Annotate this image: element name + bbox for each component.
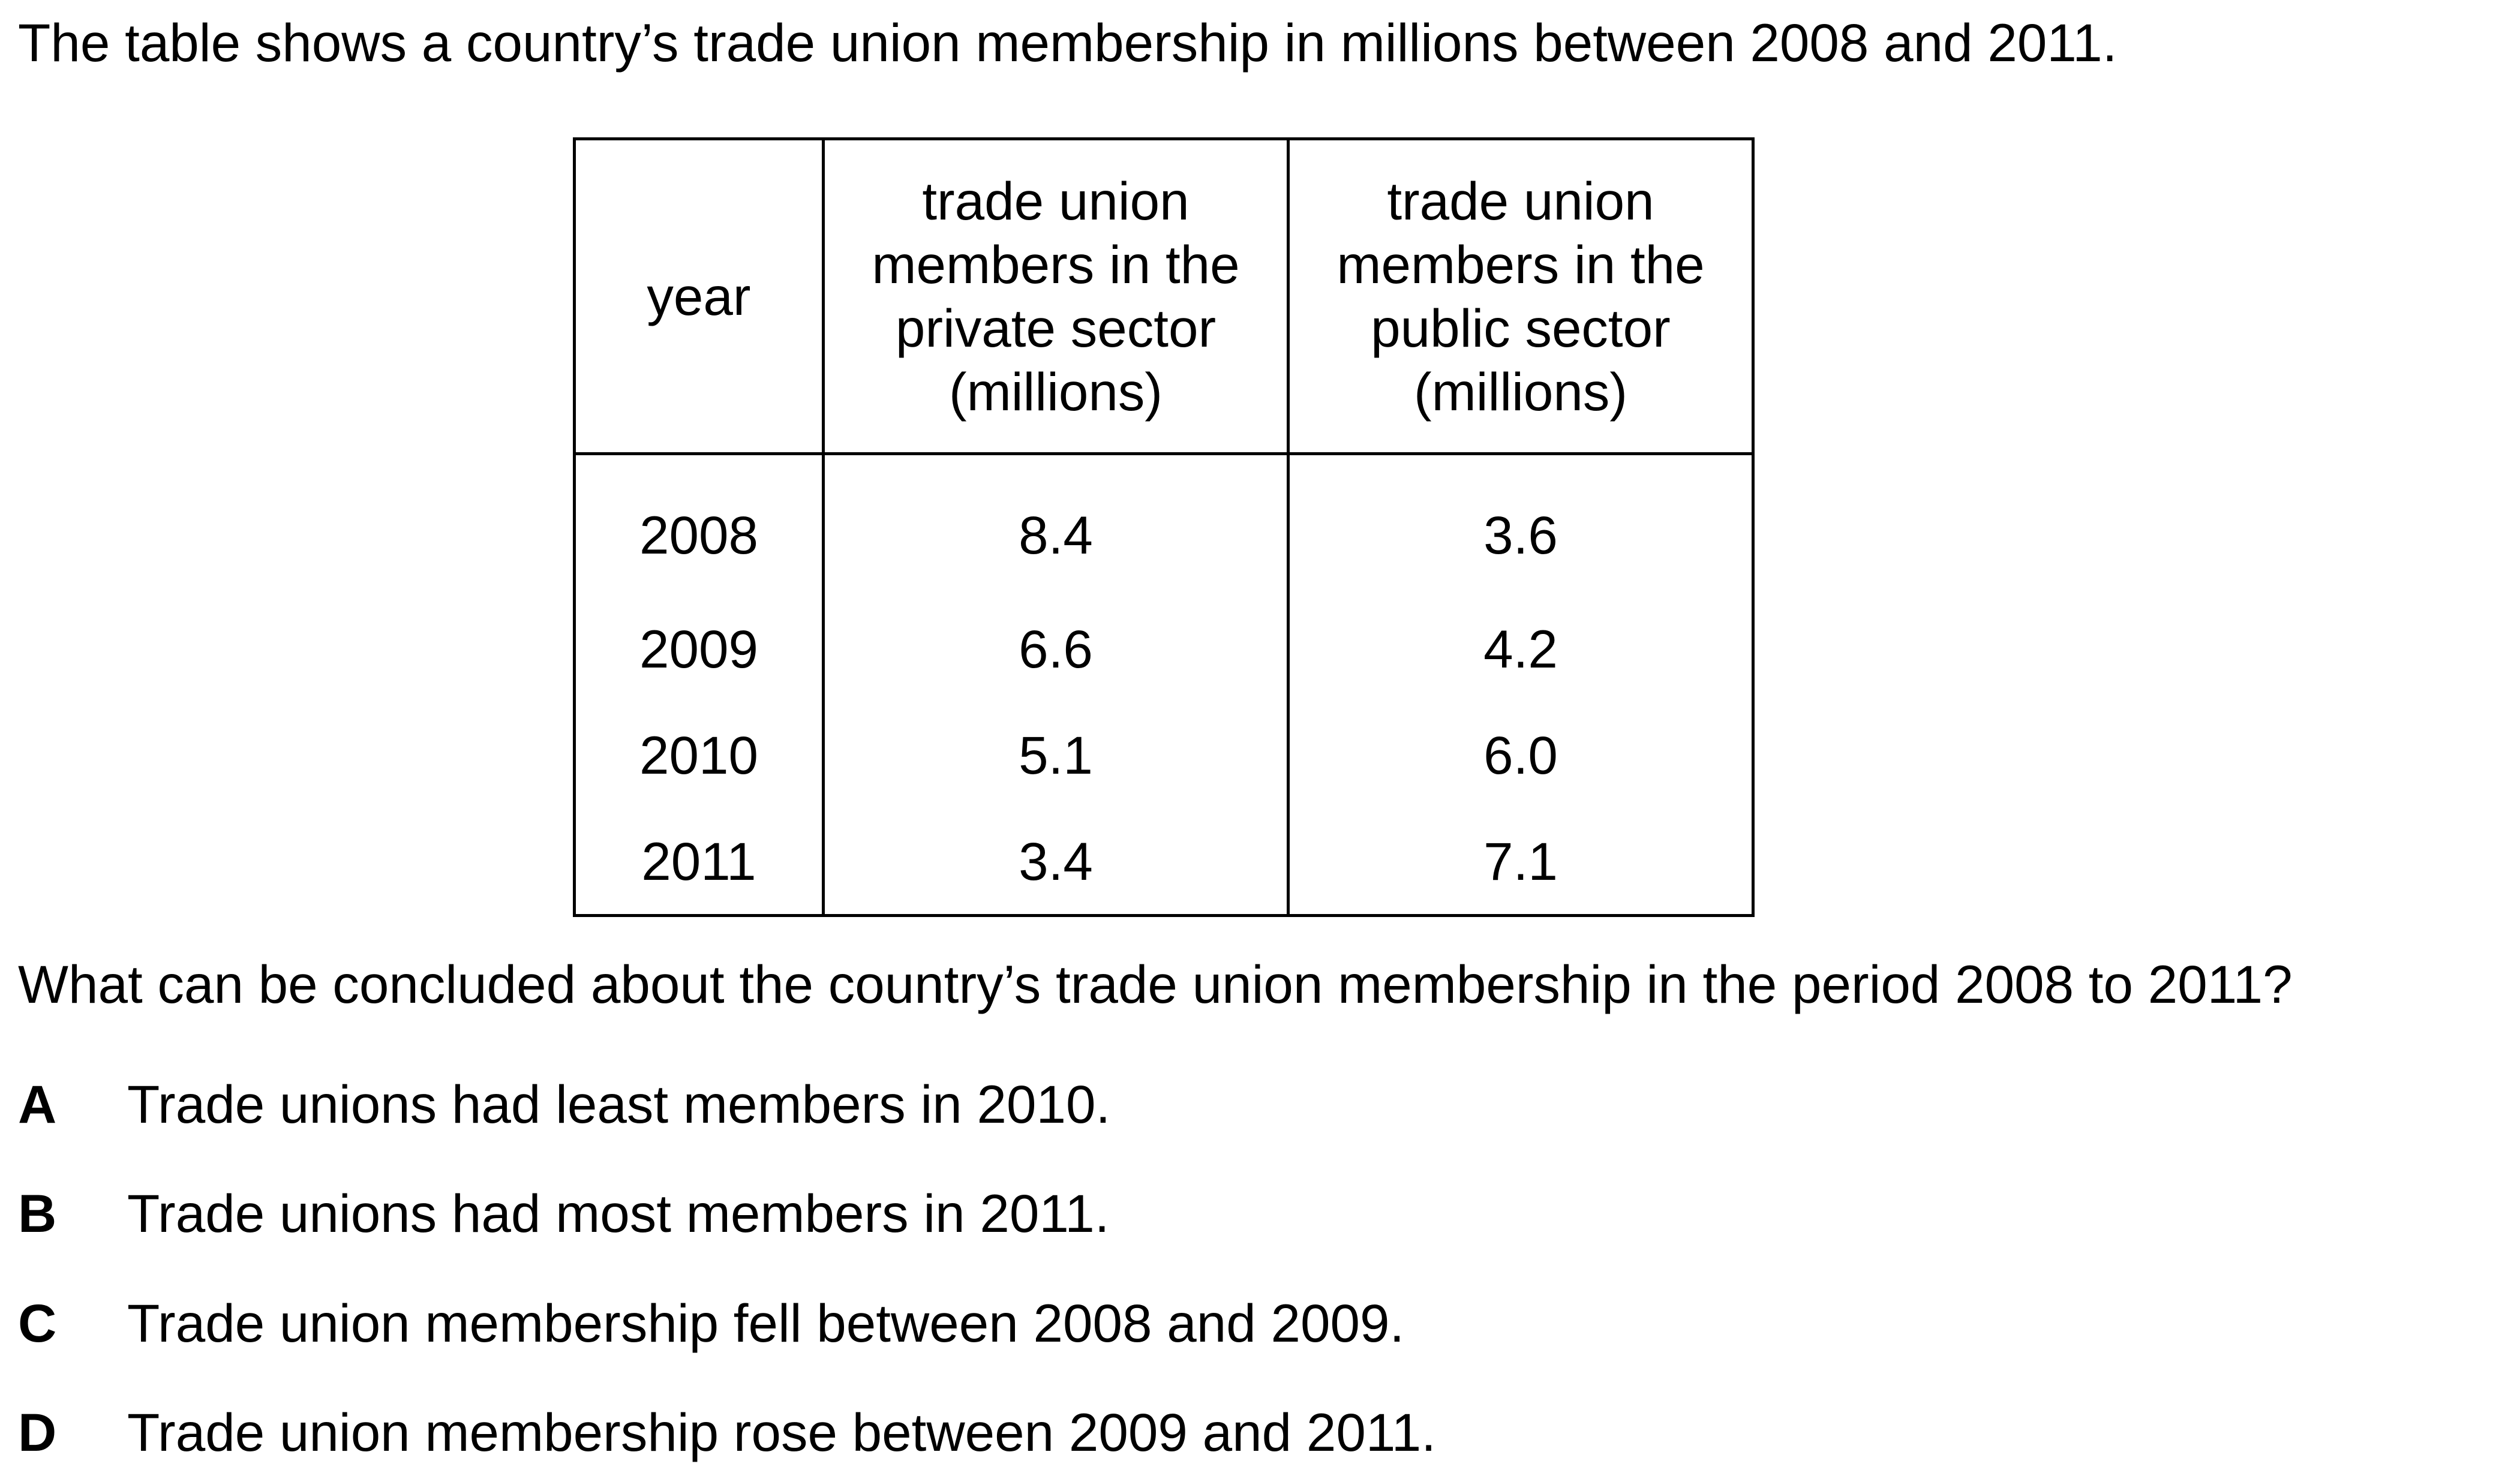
table-header-row: year trade union members in the private … — [573, 137, 1755, 455]
option-text: Trade union membership fell between 2008… — [127, 1293, 1405, 1353]
option-text: Trade union membership rose between 2009… — [127, 1402, 1436, 1462]
option-letter: A — [18, 1074, 57, 1134]
cell-year: 2008 — [573, 453, 825, 596]
option-c[interactable]: C Trade union membership fell between 200… — [18, 1292, 1404, 1354]
option-d[interactable]: D Trade union membership rose between 200… — [18, 1402, 1436, 1463]
option-b[interactable]: B Trade unions had most members in 2011. — [18, 1183, 1109, 1244]
header-private-line: members in the — [872, 235, 1240, 294]
cell-private: 5.1 — [822, 702, 1290, 808]
cell-year: 2009 — [573, 596, 825, 702]
option-letter: D — [18, 1402, 57, 1462]
option-a[interactable]: A Trade unions had least members in 2010. — [18, 1074, 1110, 1135]
header-public-sector: trade union members in the public sector… — [1287, 137, 1755, 455]
option-letter: B — [18, 1183, 57, 1243]
header-public-line: members in the — [1336, 235, 1705, 294]
cell-public: 4.2 — [1287, 596, 1755, 702]
cell-year: 2010 — [573, 702, 825, 808]
cell-private: 6.6 — [822, 596, 1290, 702]
header-private-line: (millions) — [949, 362, 1163, 422]
cell-public: 3.6 — [1287, 453, 1755, 596]
table-row: 2009 6.6 4.2 — [573, 596, 1755, 702]
option-text: Trade unions had least members in 2010. — [127, 1074, 1111, 1134]
header-public-line: public sector — [1371, 298, 1671, 358]
table-row: 2010 5.1 6.0 — [573, 702, 1755, 808]
question-text: What can be concluded about the country’… — [18, 954, 2293, 1014]
header-year: year — [573, 137, 825, 455]
cell-private: 3.4 — [822, 808, 1290, 917]
header-private-line: trade union — [922, 171, 1190, 231]
header-public-line: (millions) — [1414, 362, 1627, 422]
table-row: 2008 8.4 3.6 — [573, 453, 1755, 596]
header-private-sector: trade union members in the private secto… — [822, 137, 1290, 455]
header-private-line: private sector — [895, 298, 1217, 358]
cell-public: 7.1 — [1287, 808, 1755, 917]
cell-year: 2011 — [573, 808, 825, 917]
option-letter: C — [18, 1293, 57, 1353]
cell-public: 6.0 — [1287, 702, 1755, 808]
header-public-line: trade union — [1387, 171, 1654, 231]
intro-text: The table shows a country’s trade union … — [18, 13, 2117, 73]
membership-table: year trade union members in the private … — [573, 137, 1755, 917]
option-text: Trade unions had most members in 2011. — [127, 1183, 1110, 1243]
cell-private: 8.4 — [822, 453, 1290, 596]
table-row: 2011 3.4 7.1 — [573, 808, 1755, 917]
